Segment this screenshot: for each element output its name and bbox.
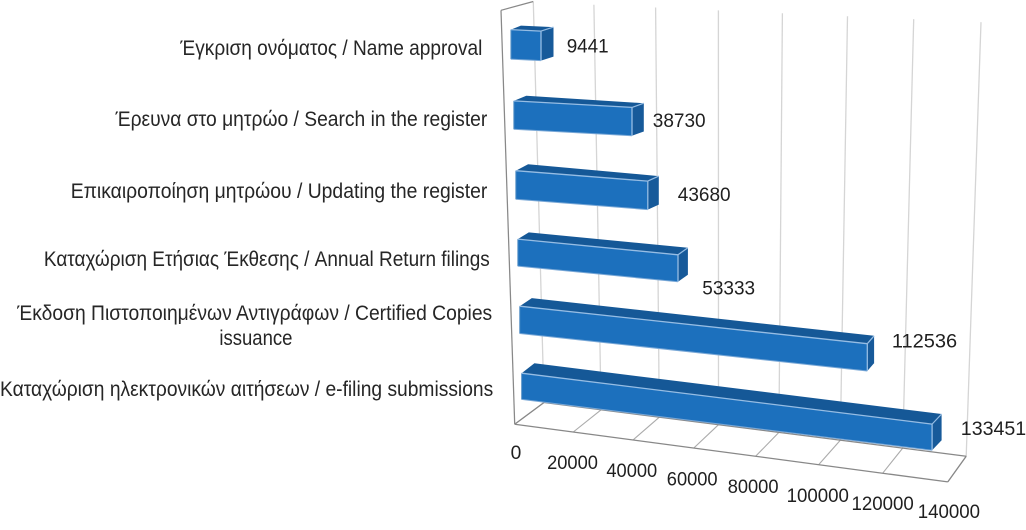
- svg-text:100000: 100000: [787, 486, 849, 507]
- svg-text:38730: 38730: [653, 111, 706, 132]
- svg-text:60000: 60000: [667, 469, 718, 490]
- svg-text:43680: 43680: [678, 185, 731, 206]
- svg-text:20000: 20000: [547, 453, 598, 474]
- svg-text:0: 0: [511, 443, 522, 464]
- svg-text:112536: 112536: [892, 331, 957, 352]
- svg-text:Έκδοση Πιστοποιημένων Αντιγράφ: Έκδοση Πιστοποιημένων Αντιγράφων / Certi…: [16, 302, 492, 325]
- svg-text:Καταχώριση ηλεκτρονικών αιτήσε: Καταχώριση ηλεκτρονικών αιτήσεων / e-fil…: [0, 378, 493, 401]
- svg-text:issuance: issuance: [219, 327, 292, 350]
- svg-text:Καταχώριση Ετήσιας Έκθεσης / A: Καταχώριση Ετήσιας Έκθεσης / Annual Retu…: [44, 248, 490, 271]
- svg-text:Έγκριση ονόματος / Name approv: Έγκριση ονόματος / Name approval: [179, 37, 482, 60]
- svg-text:40000: 40000: [606, 461, 657, 482]
- svg-text:Έρευνα στο μητρώο / Search in: Έρευνα στο μητρώο / Search in the regist…: [115, 108, 488, 131]
- svg-text:120000: 120000: [851, 494, 913, 515]
- svg-text:80000: 80000: [728, 477, 779, 498]
- svg-text:9441: 9441: [567, 37, 609, 58]
- svg-text:140000: 140000: [918, 502, 980, 523]
- svg-text:133451: 133451: [961, 419, 1026, 440]
- svg-text:53333: 53333: [702, 279, 755, 300]
- svg-text:Επικαιροποίηση μητρώου / Updat: Επικαιροποίηση μητρώου / Updating the re…: [71, 180, 488, 203]
